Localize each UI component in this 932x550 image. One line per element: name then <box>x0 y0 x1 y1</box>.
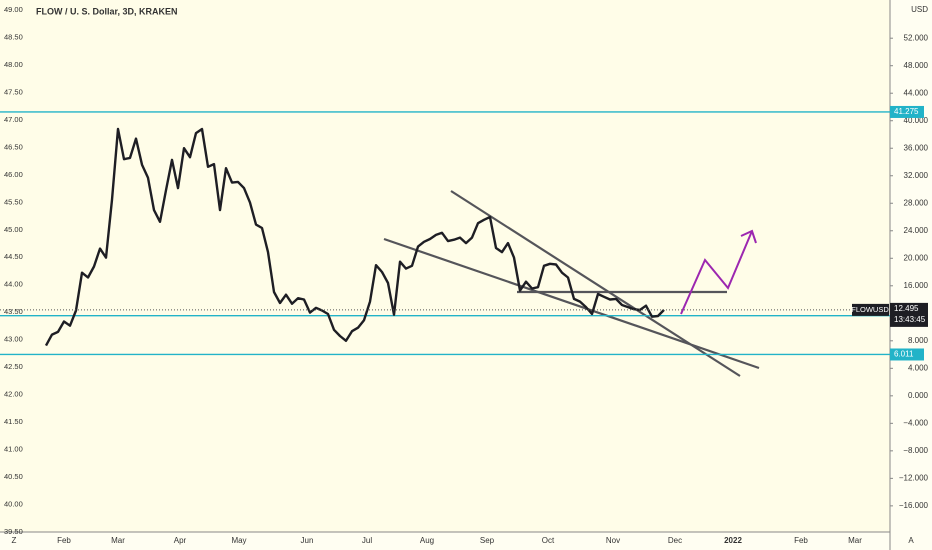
footer-right[interactable]: A <box>908 536 914 545</box>
y-tick-label: 41.00 <box>4 445 23 454</box>
y-tick-label: 47.00 <box>4 115 23 124</box>
projection-arrow <box>680 230 753 315</box>
y2-tick-label: 48.000 <box>904 61 929 70</box>
y-tick-label: 46.00 <box>4 170 23 179</box>
y-tick-label: 47.50 <box>4 87 23 96</box>
footer-left[interactable]: Z <box>12 536 17 545</box>
level-label: 41.275 <box>894 107 919 116</box>
time-axis <box>0 532 890 550</box>
price-label: 12.495 <box>894 304 919 313</box>
level-label: 6.011 <box>894 350 914 359</box>
y-tick-label: 45.00 <box>4 225 23 234</box>
x-tick-label: Mar <box>848 536 862 545</box>
y-tick-label: 49.00 <box>4 5 23 14</box>
y2-tick-label: 52.000 <box>904 33 929 42</box>
plot-background <box>0 0 890 532</box>
y-tick-label: 39.50 <box>4 527 23 536</box>
y2-tick-label: 8.000 <box>908 336 929 345</box>
trend-line <box>383 237 760 370</box>
x-tick-label: Feb <box>794 536 808 545</box>
y2-tick-label: 44.000 <box>904 88 929 97</box>
y-tick-label: 44.00 <box>4 280 23 289</box>
price-line <box>44 127 665 347</box>
y2-tick-label: −16.000 <box>899 501 929 510</box>
x-tick-label: Dec <box>668 536 682 545</box>
x-tick-label: Sep <box>480 536 495 545</box>
y-tick-label: 40.00 <box>4 500 23 509</box>
y2-tick-label: 40.000 <box>904 116 929 125</box>
y2-tick-label: −12.000 <box>899 473 929 482</box>
level-tag <box>890 105 924 118</box>
x-tick-label: Apr <box>174 536 187 545</box>
x-tick-label: Aug <box>420 536 434 545</box>
y2-tick-label: 24.000 <box>904 226 929 235</box>
chart-title: FLOW / U. S. Dollar, 3D, KRAKEN <box>36 6 178 16</box>
x-tick-label: Feb <box>57 536 71 545</box>
price-tag <box>890 302 928 327</box>
y2-tick-label: 0.000 <box>908 391 929 400</box>
x-tick-label: Jun <box>301 536 314 545</box>
y2-tick-label: −8.000 <box>903 446 928 455</box>
y-tick-label: 45.50 <box>4 197 23 206</box>
y-tick-label: 48.00 <box>4 60 23 69</box>
y2-tick-label: −4.000 <box>903 418 928 427</box>
symbol-tag <box>852 303 889 316</box>
symbol-label: FLOWUSD <box>851 305 889 314</box>
x-tick-label: Jul <box>362 536 372 545</box>
y-tick-label: 43.50 <box>4 307 23 316</box>
y-tick-label: 42.00 <box>4 390 23 399</box>
y2-tick-label: 16.000 <box>904 281 929 290</box>
arrow-head <box>740 229 757 244</box>
drawings <box>383 190 760 377</box>
x-tick-label: Nov <box>606 536 620 545</box>
x-tick-label: May <box>231 536 246 545</box>
level-tag <box>890 348 924 361</box>
y-tick-label: 40.50 <box>4 472 23 481</box>
x-tick-label: Mar <box>111 536 125 545</box>
x-tick-label: 2022 <box>724 536 742 545</box>
y-tick-label: 42.50 <box>4 362 23 371</box>
y-tick-label: 41.50 <box>4 417 23 426</box>
y-tick-label: 48.50 <box>4 32 23 41</box>
y2-tick-label: 4.000 <box>908 363 929 372</box>
y-tick-label: 43.00 <box>4 335 23 344</box>
unit-label: USD <box>911 5 928 14</box>
price-axis <box>890 0 932 550</box>
y2-tick-label: 36.000 <box>904 143 929 152</box>
y2-tick-label: 32.000 <box>904 171 929 180</box>
y-tick-label: 44.50 <box>4 252 23 261</box>
y2-tick-label: 28.000 <box>904 198 929 207</box>
y2-tick-label: 20.000 <box>904 253 929 262</box>
countdown-label: 13:43:45 <box>894 315 926 324</box>
y-tick-label: 46.50 <box>4 142 23 151</box>
x-tick-label: Oct <box>542 536 555 545</box>
